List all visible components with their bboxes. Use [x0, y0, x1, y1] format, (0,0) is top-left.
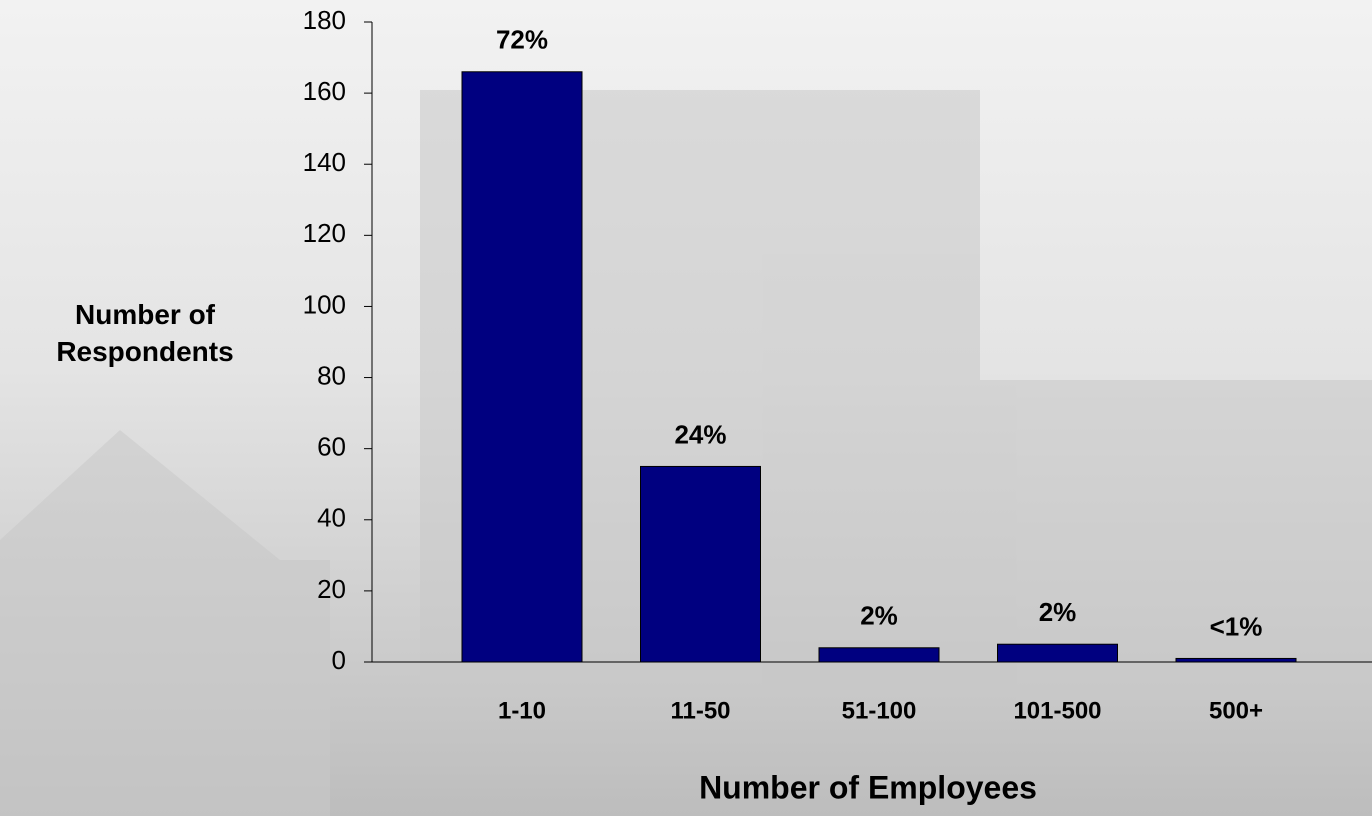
bar	[819, 648, 939, 662]
y-tick-label: 20	[317, 574, 346, 604]
chart: Number of Employees 0 20 40 60 80 100 120 140 16…	[0, 0, 1372, 816]
x-tick-label: 1-10	[498, 697, 546, 724]
y-tick-label: 120	[303, 218, 346, 248]
bar	[998, 644, 1118, 662]
value-label: <1%	[1210, 611, 1263, 641]
x-tick-label: 500+	[1209, 697, 1263, 724]
y-tick-label: 180	[303, 5, 346, 35]
backdrop-building	[0, 560, 330, 816]
x-axis-title: Number of Employees	[699, 769, 1037, 805]
x-tick-label: 101-500	[1013, 697, 1101, 724]
x-tick-label: 51-100	[842, 697, 917, 724]
bar	[641, 466, 761, 662]
y-tick-label: 100	[303, 289, 346, 319]
x-tick-label: 11-50	[670, 697, 730, 724]
y-tick-label: 140	[303, 147, 346, 177]
value-label: 72%	[496, 25, 548, 55]
value-label: 2%	[1039, 597, 1077, 627]
value-label: 2%	[860, 601, 898, 631]
y-tick-label: 40	[317, 503, 346, 533]
y-tick-label: 160	[303, 76, 346, 106]
value-label: 24%	[674, 419, 726, 449]
y-tick-label: 60	[317, 432, 346, 462]
page: Number of Respondents Number of Employee…	[0, 0, 1372, 816]
y-tick-label: 80	[317, 360, 346, 390]
y-tick-label: 0	[332, 645, 346, 675]
bar	[1176, 658, 1296, 662]
bar	[462, 72, 582, 662]
